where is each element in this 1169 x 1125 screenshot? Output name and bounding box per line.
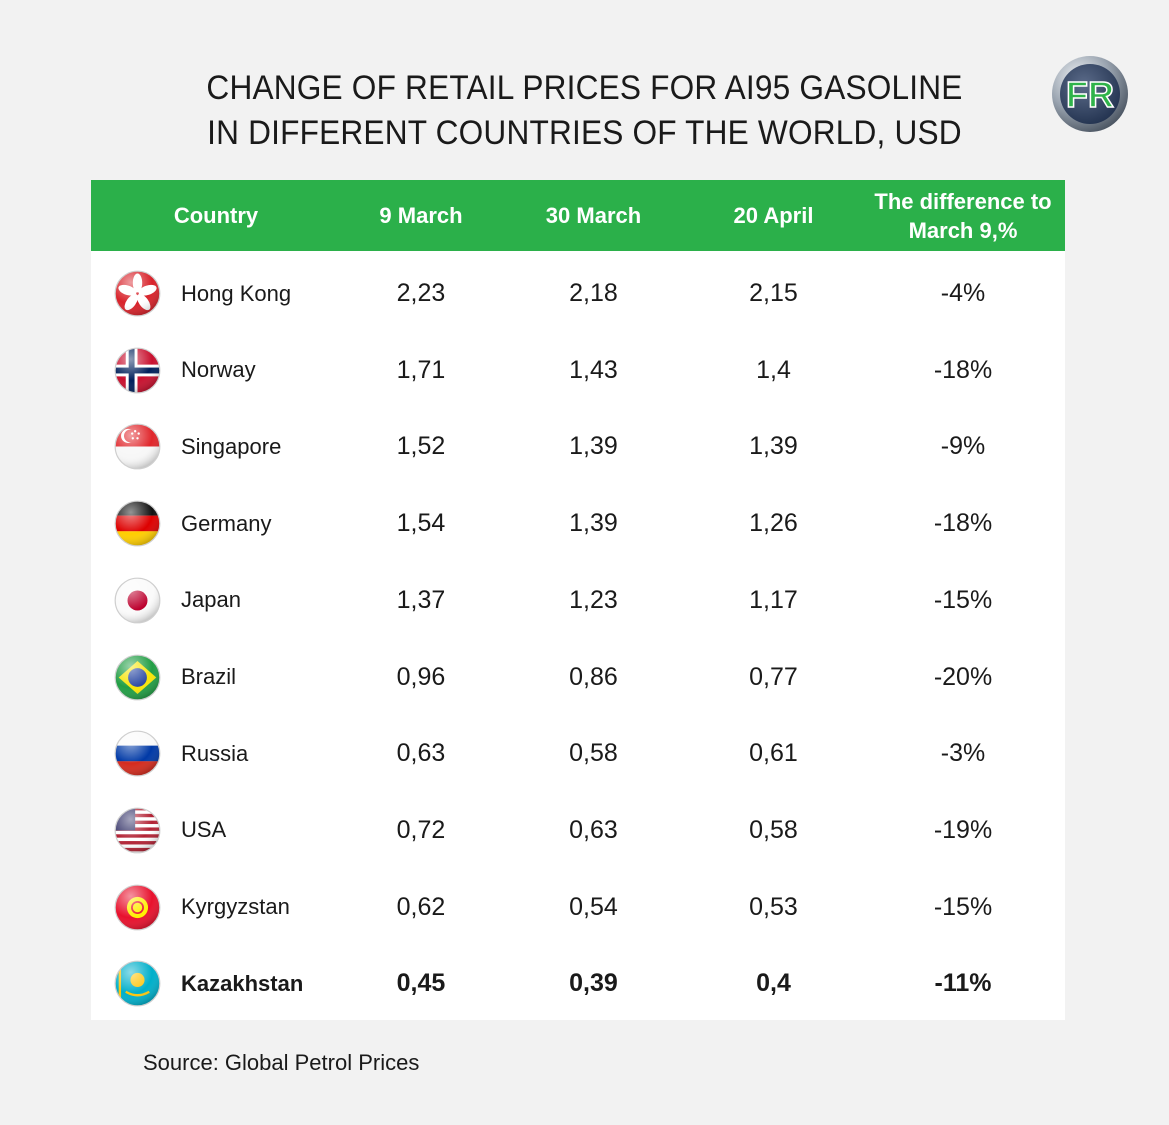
cell-20-april: 1,39	[749, 432, 798, 461]
cell-30-march: 0,54	[569, 892, 618, 921]
cell-9-march: 0,45	[396, 969, 446, 998]
cell-20-april: 2,15	[749, 279, 798, 307]
table-row: Norway 1,71 1,43 1,4 -18%	[91, 332, 1065, 409]
cell-20-april: 0,61	[749, 739, 798, 768]
cell-9-march: 1,71	[396, 355, 446, 384]
chart-title: CHANGE OF RETAIL PRICES FOR AI95 GASOLIN…	[41, 66, 1128, 156]
country-name: Kyrgyzstan	[181, 894, 290, 920]
country-name: Hong Kong	[181, 280, 292, 306]
cell-20-april: 0,77	[749, 662, 798, 691]
header-difference: The difference to March 9,%	[874, 188, 1052, 243]
cell-difference: -18%	[933, 355, 993, 384]
source-note: Source: Global Petrol Prices	[143, 1050, 420, 1075]
cell-9-march: 2,23	[396, 279, 446, 307]
cell-20-april: 1,4	[756, 355, 791, 384]
cell-30-march: 0,58	[569, 739, 618, 768]
header-20-april: 20 April	[733, 203, 814, 228]
cell-30-march: 1,43	[569, 355, 618, 384]
table-row: Singapore 1,52 1,39 1,39 -9%	[91, 408, 1065, 485]
cell-30-march: 1,39	[569, 509, 618, 538]
table-row: Kyrgyzstan 0,62 0,54 0,53 -15%	[91, 869, 1065, 946]
country-name: Japan	[181, 587, 241, 613]
title-line-1: CHANGE OF RETAIL PRICES FOR AI95 GASOLIN…	[206, 69, 963, 107]
country-name: Kazakhstan	[181, 970, 304, 996]
cell-9-march: 0,63	[396, 739, 446, 768]
table-row: Brazil 0,96 0,86 0,77 -20%	[91, 639, 1065, 716]
country-name: Russia	[181, 740, 249, 766]
header-country: Country	[173, 203, 259, 228]
cell-9-march: 1,52	[396, 432, 446, 461]
cell-30-march: 1,23	[569, 585, 618, 614]
table-row: Kazakhstan 0,45 0,39 0,4 -11%	[91, 945, 1065, 1022]
table-row: Germany 1,54 1,39 1,26 -18%	[91, 485, 1065, 562]
cell-20-april: 0,58	[749, 815, 798, 844]
cell-30-march: 0,86	[569, 662, 618, 691]
cell-30-march: 1,39	[569, 432, 618, 461]
cell-20-april: 1,26	[749, 509, 798, 538]
country-name: Norway	[181, 357, 256, 383]
price-table: Country 9 March 30 March 20 April The di…	[91, 180, 1065, 1020]
cell-difference: -4%	[940, 279, 986, 307]
cell-difference: -19%	[933, 815, 993, 844]
japan-flag-icon	[114, 577, 161, 624]
title-line-2: IN DIFFERENT COUNTRIES OF THE WORLD, USD	[207, 114, 962, 152]
brazil-flag-icon	[114, 654, 161, 700]
cell-30-march: 0,63	[569, 815, 618, 844]
cell-9-march: 0,96	[396, 662, 446, 691]
header-9-march: 9 March	[379, 203, 463, 228]
cell-difference: -9%	[940, 432, 986, 461]
logo-text: FR	[1066, 74, 1114, 115]
cell-30-march: 2,18	[569, 279, 618, 307]
cell-9-march: 1,37	[396, 585, 446, 614]
cell-20-april: 0,53	[749, 892, 798, 921]
table-row: Japan 1,37 1,23 1,17 -15%	[91, 562, 1065, 639]
germany-flag-icon	[114, 500, 161, 547]
fr-logo-icon: FR	[1052, 56, 1128, 132]
table-header: Country 9 March 30 March 20 April The di…	[91, 180, 1065, 251]
cell-difference: -15%	[933, 892, 993, 921]
hong-kong-flag-icon	[114, 270, 161, 317]
cell-difference: -11%	[934, 969, 992, 998]
cell-9-march: 1,54	[396, 509, 446, 538]
header-30-march: 30 March	[545, 203, 642, 228]
cell-difference: -15%	[933, 585, 993, 614]
kyrgyzstan-flag-icon	[114, 884, 161, 931]
norway-flag-icon	[114, 347, 161, 394]
country-name: Brazil	[181, 664, 237, 689]
singapore-flag-icon	[114, 423, 161, 470]
cell-difference: -20%	[933, 662, 993, 691]
country-name: USA	[181, 817, 227, 843]
country-name: Germany	[181, 510, 272, 536]
country-name: Singapore	[181, 433, 282, 459]
cell-9-march: 0,72	[396, 815, 446, 844]
cell-difference: -3%	[940, 739, 986, 768]
table-row: USA 0,72 0,63 0,58 -19%	[91, 792, 1065, 869]
usa-flag-icon	[114, 807, 161, 854]
cell-30-march: 0,39	[569, 969, 618, 998]
table-row: Hong Kong 2,23 2,18 2,15 -4%	[91, 255, 1065, 332]
cell-20-april: 1,17	[749, 585, 798, 614]
cell-difference: -18%	[933, 509, 993, 538]
cell-9-march: 0,62	[396, 892, 446, 921]
cell-20-april: 0,4	[756, 969, 791, 998]
russia-flag-icon	[114, 730, 161, 777]
table-row: Russia 0,63 0,58 0,61 -3%	[91, 715, 1065, 792]
kazakhstan-flag-icon	[114, 960, 161, 1007]
